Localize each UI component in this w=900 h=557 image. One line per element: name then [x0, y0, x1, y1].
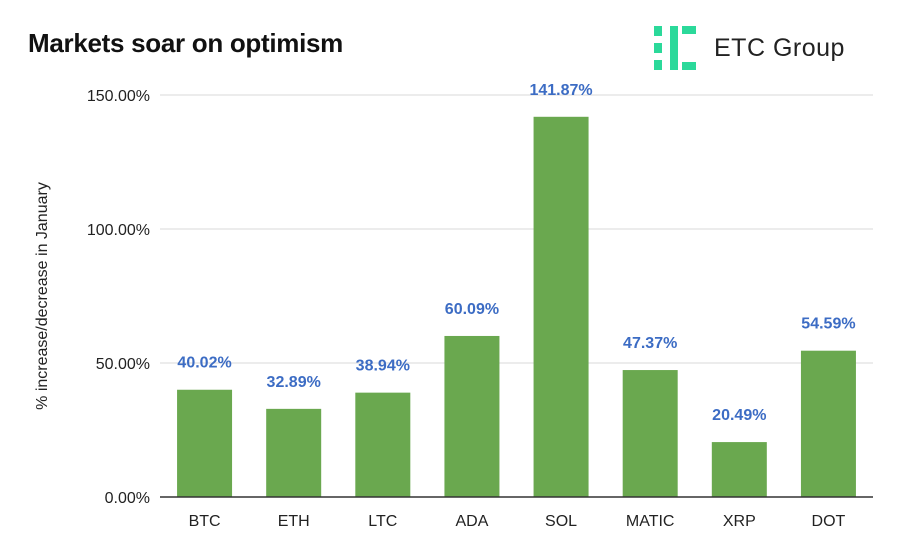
x-category-label: LTC — [368, 513, 397, 530]
x-axis-categories: BTC ETH LTC ADA SOL MATIC XRP DOT — [189, 513, 846, 530]
data-label: 47.37% — [623, 335, 677, 352]
grid-lines — [160, 94, 873, 364]
x-category-label: DOT — [812, 513, 846, 530]
data-label: 54.59% — [801, 316, 855, 333]
bar-btc — [177, 389, 233, 497]
bar-sol — [533, 116, 589, 498]
bar-ada — [444, 335, 500, 497]
y-tick-label: 150.00% — [87, 88, 150, 105]
y-axis-ticks: 0.00% 50.00% 100.00% 150.00% — [87, 88, 150, 507]
data-label: 141.87% — [529, 82, 592, 99]
etc-group-logo-icon — [654, 26, 696, 70]
data-label: 40.02% — [177, 355, 231, 372]
data-labels: 40.02% 32.89% 38.94% 60.09% 141.87% 47.37% 20.… — [177, 82, 855, 424]
data-label: 38.94% — [356, 358, 410, 375]
y-tick-label: 100.00% — [87, 222, 150, 239]
brand-logo: ETC Group — [652, 24, 872, 72]
y-axis-title: % increase/decrease in January — [34, 182, 51, 410]
chart-title: Markets soar on optimism — [28, 28, 343, 58]
bar-matic — [622, 370, 678, 497]
x-category-label: SOL — [545, 513, 577, 530]
brand-name: ETC Group — [714, 34, 845, 62]
x-category-label: MATIC — [626, 513, 675, 530]
y-tick-label: 50.00% — [96, 356, 150, 373]
bar-ltc — [355, 392, 411, 497]
x-category-label: BTC — [189, 513, 221, 530]
data-label: 32.89% — [267, 374, 321, 391]
data-label: 20.49% — [712, 407, 766, 424]
bar-dot — [800, 350, 856, 497]
bars — [177, 116, 856, 498]
data-label: 60.09% — [445, 301, 499, 318]
y-tick-label: 0.00% — [105, 490, 150, 507]
x-category-label: ADA — [455, 513, 488, 530]
bar-eth — [266, 408, 322, 497]
x-category-label: XRP — [723, 513, 756, 530]
bar-xrp — [711, 442, 767, 497]
x-category-label: ETH — [278, 513, 310, 530]
